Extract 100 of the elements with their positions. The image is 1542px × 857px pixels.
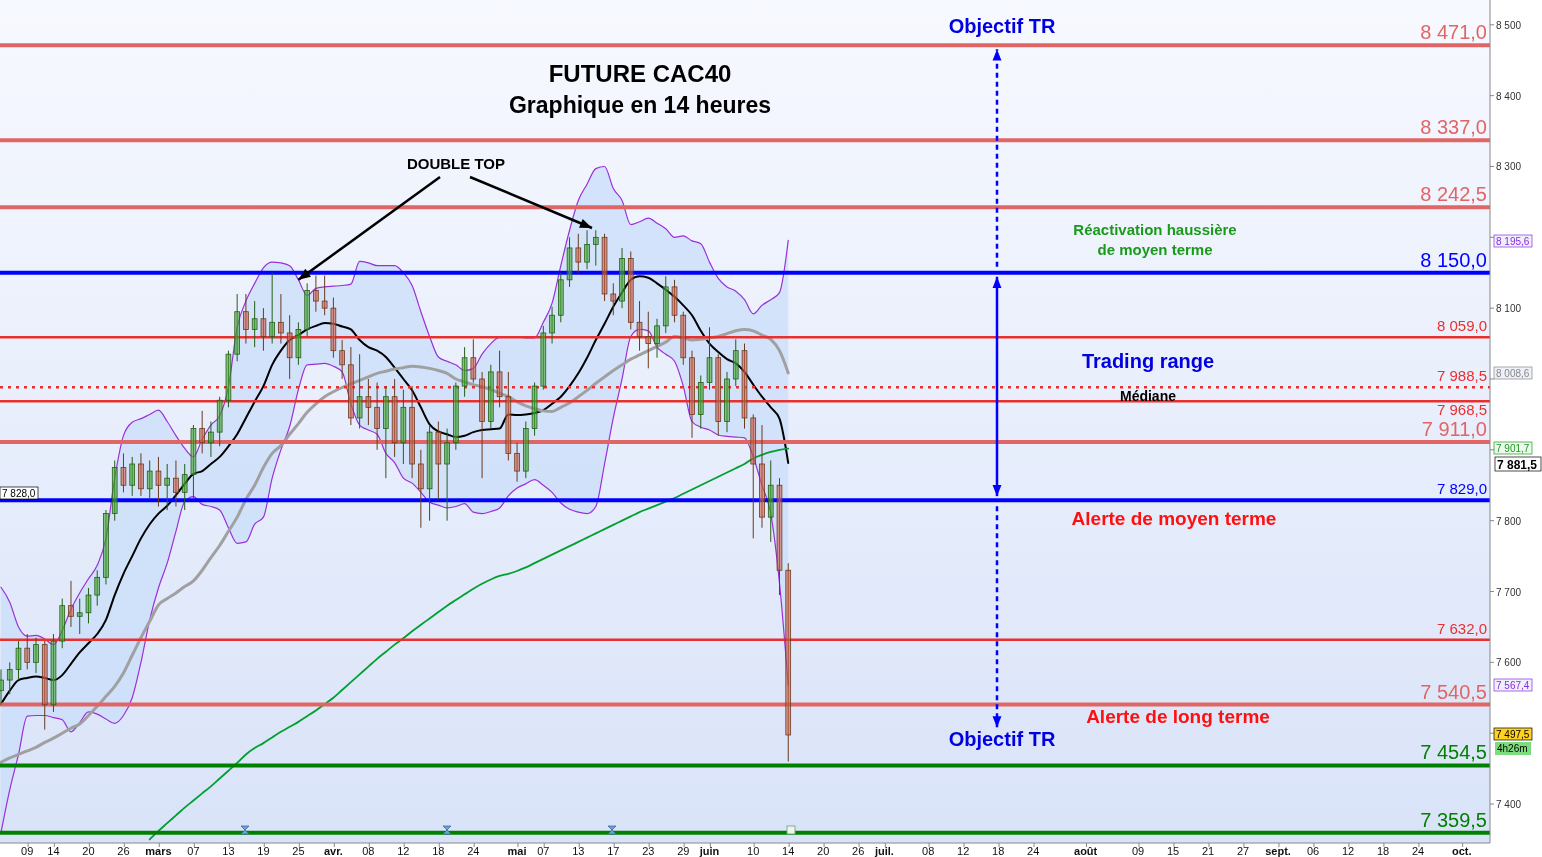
candlestick	[426, 424, 433, 522]
annotation: Trading range	[1081, 350, 1215, 372]
ref-line-label: 7 988,5	[1436, 367, 1487, 385]
x-tick-label: 17	[607, 845, 620, 857]
x-tick-label: 19	[257, 845, 270, 857]
candlestick	[523, 421, 529, 479]
y-tick-label: 7 600	[1496, 657, 1522, 669]
candlestick	[15, 640, 22, 681]
candlestick	[461, 346, 468, 398]
x-tick-label: 18	[1376, 845, 1390, 857]
x-tick-label: 24	[1411, 845, 1425, 857]
candlestick	[418, 449, 424, 529]
candlestick	[225, 350, 232, 408]
candlestick	[76, 598, 83, 635]
x-tick-label: 08	[922, 845, 935, 857]
candlestick	[776, 477, 783, 596]
x-tick-label: juin	[698, 845, 720, 857]
text: 7 567,4	[1496, 680, 1530, 691]
x-tick-label: 13	[222, 845, 235, 857]
candlestick	[627, 250, 634, 330]
text: 7 901,7	[1496, 443, 1530, 454]
candlestick	[59, 598, 66, 649]
annotation: Objectif TR	[948, 15, 1056, 38]
y-tick-label: 8 300	[1496, 161, 1522, 173]
candlestick	[383, 385, 389, 479]
text: 7 881,5	[1497, 458, 1538, 472]
candlestick	[278, 293, 284, 345]
annotation: Alerte de long terme	[1086, 706, 1270, 727]
candlestick	[619, 247, 625, 309]
candlestick	[295, 321, 302, 366]
y-tick-label: 7 700	[1496, 586, 1522, 598]
y-tick-label: 8 500	[1496, 19, 1522, 31]
candlestick	[724, 371, 730, 433]
candlestick	[610, 282, 617, 316]
candlestick	[496, 350, 503, 408]
candlestick	[453, 382, 459, 451]
candlestick	[654, 318, 660, 359]
x-tick-label: 26	[117, 845, 130, 857]
candlestick	[181, 463, 188, 511]
y-tick-label: 8 100	[1496, 303, 1522, 315]
annotation: DOUBLE TOP	[406, 155, 506, 172]
candlestick	[549, 306, 555, 345]
candlestick	[785, 562, 792, 763]
candlestick	[662, 275, 669, 334]
candlestick	[444, 428, 450, 522]
candlestick	[330, 297, 337, 359]
annotation: Alerte de moyen terme	[1071, 508, 1277, 529]
candlestick	[488, 364, 494, 430]
ref-line-label: 7 454,5	[1420, 741, 1487, 764]
candlestick	[584, 229, 590, 270]
x-tick-label: 29	[677, 845, 690, 857]
x-tick-label: mars	[145, 845, 172, 857]
x-tick-label: 18	[432, 845, 445, 857]
candlestick	[470, 338, 477, 384]
x-tick-label: 13	[572, 845, 585, 857]
candlestick	[741, 343, 748, 430]
candlestick	[129, 456, 136, 497]
y-tick-label: 8 400	[1496, 90, 1522, 102]
candlestick	[732, 338, 739, 387]
candlestick	[750, 413, 757, 539]
candlestick	[234, 293, 240, 362]
x-tick-label: 27	[1236, 845, 1250, 857]
candlestick	[680, 311, 687, 366]
x-tick-label: 08	[362, 845, 375, 857]
candlestick	[50, 633, 57, 713]
line-series	[0, 275, 790, 706]
candlestick	[138, 452, 144, 497]
x-tick-label: 12	[1341, 845, 1355, 857]
candlestick	[540, 325, 547, 391]
x-tick-label: 09	[21, 845, 34, 857]
ref-line-label: 8 471,0	[1420, 21, 1487, 44]
text: 8 195,6	[1496, 236, 1530, 247]
candlestick	[575, 233, 582, 274]
candlestick	[6, 661, 13, 695]
candlestick	[356, 353, 363, 430]
text: 8 008,6	[1496, 368, 1530, 379]
line-series	[148, 447, 790, 841]
candlestick	[85, 587, 92, 624]
x-tick-label: oct.	[1451, 845, 1472, 857]
candlestick	[304, 282, 310, 337]
candlestick	[505, 371, 512, 461]
x-tick-label: 14	[782, 845, 795, 857]
candlestick	[715, 353, 722, 437]
ref-line-label: 8 150,0	[1420, 248, 1487, 271]
x-tick-label: juil.	[873, 845, 894, 857]
candlestick	[339, 339, 345, 380]
candlestick	[566, 236, 573, 288]
candlestick	[313, 275, 319, 313]
x-tick-label: 07	[537, 845, 550, 857]
ref-line-label: 8 337,0	[1420, 116, 1487, 139]
y-tick-label: 7 400	[1496, 799, 1522, 811]
candlestick	[243, 293, 249, 345]
ref-line-label: 7 968,5	[1436, 401, 1487, 419]
candlestick	[435, 421, 442, 500]
x-tick-label: 26	[852, 845, 865, 857]
ref-line-label: 7 359,5	[1420, 808, 1487, 831]
candlestick	[514, 442, 520, 483]
x-tick-label: avr.	[323, 845, 343, 857]
annotation: Réactivation haussière de moyen terme	[1073, 221, 1237, 258]
candlestick	[321, 275, 328, 316]
